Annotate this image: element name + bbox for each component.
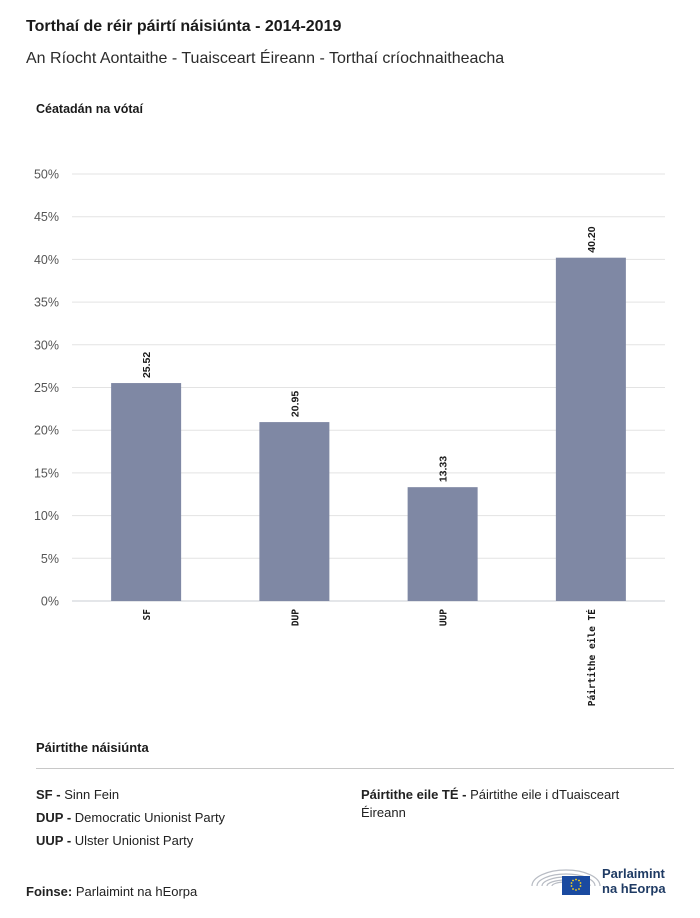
legend-code: DUP - bbox=[36, 810, 72, 825]
bar-3 bbox=[407, 487, 478, 601]
eu-flag-icon bbox=[562, 876, 590, 895]
y-tick-label: 20% bbox=[34, 424, 59, 438]
bar-4 bbox=[555, 257, 626, 601]
legend-divider bbox=[36, 768, 674, 769]
data-label: 40.20 bbox=[586, 226, 598, 252]
data-label: 25.52 bbox=[141, 352, 153, 378]
logo-line-2: na hEorpa bbox=[602, 881, 666, 896]
page-title: Torthaí de réir páirtí náisiúnta - 2014-… bbox=[26, 18, 342, 35]
x-tick-label: UUP bbox=[439, 609, 450, 626]
legend-item-sf: SF - Sinn Fein bbox=[36, 786, 119, 804]
legend-item-other: Páirtithe eile TÉ - Páirtithe eile i dTu… bbox=[361, 786, 661, 822]
legend-title: Páirtithe náisiúnta bbox=[36, 740, 149, 755]
y-tick-label: 35% bbox=[34, 296, 59, 310]
legend-code: UUP - bbox=[36, 833, 72, 848]
legend-code: Páirtithe eile TÉ - bbox=[361, 787, 467, 802]
y-tick-label: 40% bbox=[34, 253, 59, 267]
bar-2 bbox=[259, 422, 330, 601]
data-label: 13.33 bbox=[438, 456, 450, 482]
x-tick-label: SF bbox=[142, 609, 153, 621]
logo-wordmark: Parlaimint na hEorpa bbox=[602, 866, 666, 896]
y-tick-label: 30% bbox=[34, 338, 59, 352]
y-tick-label: 45% bbox=[34, 210, 59, 224]
x-tick-label: Páirtithe eile TÉ bbox=[586, 609, 598, 707]
source-label: Foinse: bbox=[26, 884, 73, 899]
legend-name: Páirtithe eile i dTuaisceart Éireann bbox=[361, 787, 620, 820]
y-tick-label: 0% bbox=[41, 595, 59, 609]
y-tick-label: 5% bbox=[41, 552, 59, 566]
source-line: Foinse: Parlaimint na hEorpa bbox=[26, 884, 197, 899]
page-subtitle: An Ríocht Aontaithe - Tuaisceart Éireann… bbox=[26, 50, 505, 67]
legend-item-uup: UUP - Ulster Unionist Party bbox=[36, 832, 193, 850]
legend-name: Ulster Unionist Party bbox=[74, 833, 194, 848]
y-axis-label: Céatadán na vótaí bbox=[36, 102, 143, 116]
y-tick-label: 50% bbox=[34, 168, 59, 182]
y-tick-label: 25% bbox=[34, 381, 59, 395]
data-label: 20.95 bbox=[289, 391, 301, 417]
bar-chart: 0% 5% 10% 15% 20% 25% 30% 35% 40% 45% 50% 25.52 SF 20… bbox=[34, 168, 665, 707]
european-parliament-logo bbox=[531, 869, 601, 895]
legend-item-dup: DUP - Democratic Unionist Party bbox=[36, 809, 225, 827]
y-tick-label: 15% bbox=[34, 466, 59, 480]
bar-1 bbox=[111, 383, 182, 601]
y-tick-label: 10% bbox=[34, 509, 59, 523]
legend-name: Democratic Unionist Party bbox=[74, 810, 226, 825]
legend-name: Sinn Fein bbox=[64, 787, 120, 802]
x-tick-label: DUP bbox=[290, 609, 301, 626]
source-value: Parlaimint na hEorpa bbox=[75, 884, 198, 899]
logo-line-1: Parlaimint bbox=[602, 866, 665, 881]
legend-code: SF - bbox=[36, 787, 61, 802]
